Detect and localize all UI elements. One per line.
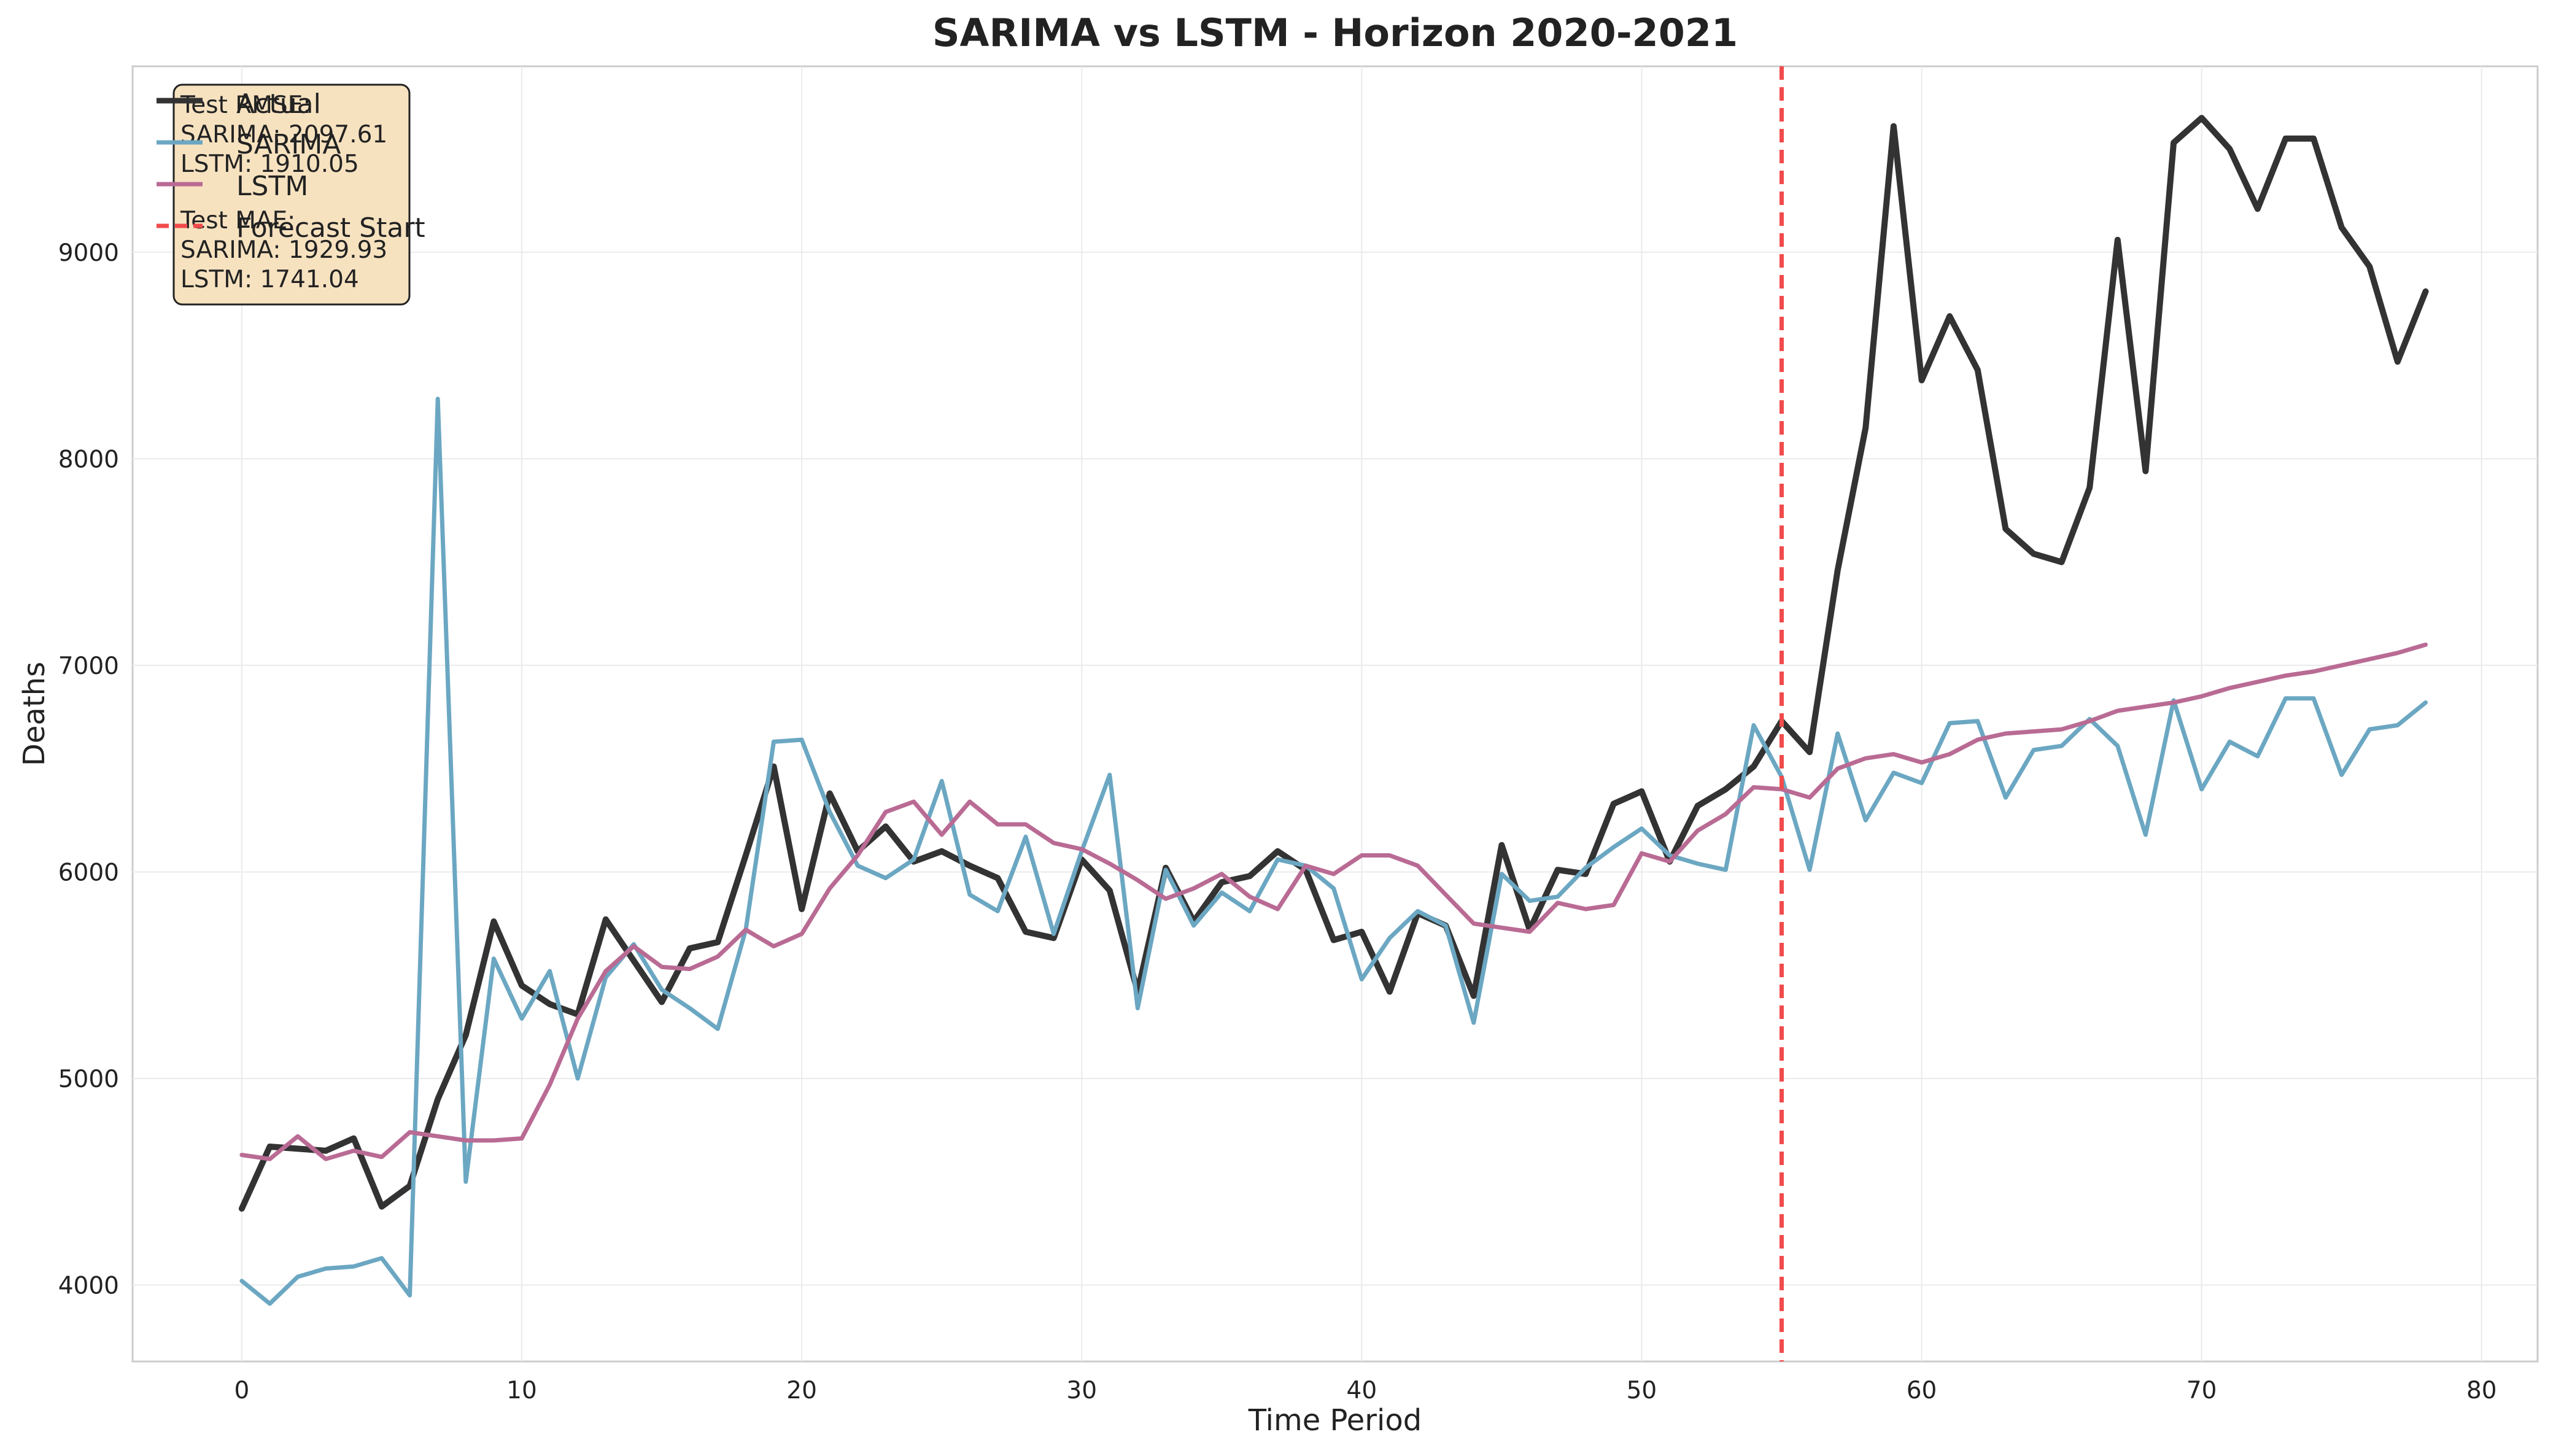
y-tick-label: 8000 bbox=[58, 446, 119, 473]
legend-label-forecast: Forecast Start bbox=[236, 212, 425, 244]
metrics-line: Test MAE: bbox=[180, 207, 295, 234]
metrics-box-background bbox=[172, 83, 411, 306]
series-line-sarima bbox=[239, 397, 2428, 1306]
grid bbox=[133, 66, 2538, 1361]
series-line-lstm bbox=[239, 642, 2428, 1161]
legend-label-sarima: SARIMA bbox=[236, 129, 341, 160]
y-tick-label: 4000 bbox=[58, 1272, 119, 1299]
x-tick-label: 70 bbox=[2186, 1377, 2217, 1404]
y-tick-label: 7000 bbox=[58, 652, 119, 680]
x-tick-label: 0 bbox=[234, 1377, 249, 1404]
y-tick-label: 6000 bbox=[58, 859, 119, 886]
y-tick-label: 9000 bbox=[58, 239, 119, 267]
y-axis-label: Deaths bbox=[17, 662, 52, 766]
metrics-line: LSTM: 1910.05 bbox=[180, 150, 359, 178]
x-tick-label: 80 bbox=[2466, 1377, 2497, 1404]
series-line-actual bbox=[238, 115, 2429, 1212]
metrics-line: SARIMA: 2097.61 bbox=[180, 121, 387, 149]
metrics-line: Test RMSE: bbox=[180, 91, 311, 119]
plot-area bbox=[131, 65, 2539, 1363]
x-tick-label: 20 bbox=[786, 1377, 817, 1404]
series-layer bbox=[238, 66, 2429, 1361]
legend-label-actual: Actual bbox=[236, 88, 321, 120]
y-tick-label: 5000 bbox=[58, 1066, 119, 1093]
metrics-line: LSTM: 1741.04 bbox=[180, 266, 359, 293]
x-tick-label: 10 bbox=[506, 1377, 537, 1404]
x-tick-label: 60 bbox=[1907, 1377, 1937, 1404]
chart-title: SARIMA vs LSTM - Horizon 2020-2021 bbox=[932, 10, 1738, 55]
x-tick-label: 40 bbox=[1347, 1377, 1377, 1404]
x-tick-label: 30 bbox=[1066, 1377, 1097, 1404]
metrics-line: SARIMA: 1929.93 bbox=[180, 236, 387, 264]
x-axis-label: Time Period bbox=[1248, 1403, 1422, 1438]
x-tick-label: 50 bbox=[1627, 1377, 1657, 1404]
legend-label-lstm: LSTM bbox=[236, 171, 308, 202]
axes: 0 10 20 30 40 50 60 70 80 4000 5000 6000 7000 8000 900… bbox=[58, 239, 2497, 1404]
metrics-box: Test RMSE: SARIMA: 2097.61 LSTM: 1910.05… bbox=[172, 83, 411, 306]
legend: Actual SARIMA LSTM Forecast Start bbox=[157, 88, 425, 244]
